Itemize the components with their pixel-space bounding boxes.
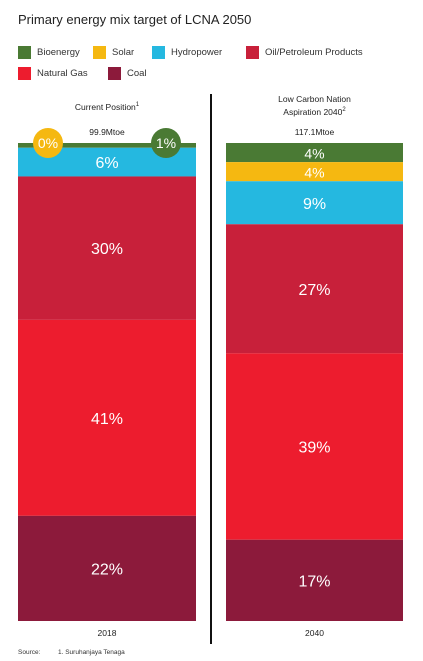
legend-item-oil-petroleum: Oil/Petroleum Products bbox=[246, 46, 363, 59]
source-label: Source: bbox=[18, 649, 41, 656]
bar-segment-bioenergy bbox=[226, 143, 403, 163]
source-note: Source: 1. Suruhanjaya Tenaga bbox=[18, 649, 125, 656]
data-label: 4% bbox=[304, 165, 324, 181]
footnote-marker: 2 bbox=[342, 107, 346, 113]
legend-item-solar: Solar bbox=[93, 46, 134, 59]
legend-item-hydropower: Hydropower bbox=[152, 46, 222, 59]
legend-item-natural-gas: Natural Gas bbox=[18, 67, 88, 80]
x-tick-label: 2018 bbox=[97, 628, 117, 638]
column-header-text: Aspiration 2040 bbox=[283, 106, 343, 117]
bar-total-label: 99.9Mtoe bbox=[89, 127, 125, 137]
legend-label: Hydropower bbox=[171, 47, 223, 58]
bar-segment-oil-petroleum-products bbox=[226, 224, 403, 354]
data-label: 6% bbox=[95, 155, 118, 172]
source-item: 1. Suruhanjaya Tenaga bbox=[58, 649, 125, 656]
bar-segment-bioenergy bbox=[18, 143, 196, 148]
bar-segment-natural-gas bbox=[226, 353, 403, 540]
data-label: 27% bbox=[298, 282, 330, 299]
data-label-bubble bbox=[33, 128, 63, 158]
column-header-text: Low Carbon Nation bbox=[278, 94, 351, 104]
legend-label: Natural Gas bbox=[37, 68, 88, 79]
data-label: 17% bbox=[298, 573, 330, 590]
legend-swatch bbox=[246, 46, 259, 59]
data-label: 4% bbox=[304, 146, 324, 162]
column-header-current: Current Position1 bbox=[18, 100, 196, 113]
bar-segment-hydropower bbox=[226, 181, 403, 225]
data-label: 9% bbox=[303, 196, 326, 213]
bar-segment-oil-petroleum-products bbox=[18, 176, 196, 320]
bar-total-label: 117.1Mtoe bbox=[295, 127, 335, 137]
legend-item-bioenergy: Bioenergy bbox=[18, 46, 80, 59]
column-header-text: Current Position bbox=[74, 101, 136, 112]
bar-segment-solar bbox=[226, 162, 403, 182]
legend-label: Solar bbox=[112, 47, 135, 58]
footnote-marker: 1 bbox=[135, 102, 140, 108]
legend-swatch bbox=[108, 67, 121, 80]
bar-segment-coal bbox=[18, 515, 196, 621]
legend-swatch bbox=[152, 46, 165, 59]
data-label: 41% bbox=[91, 411, 123, 428]
data-label: 39% bbox=[298, 440, 330, 457]
legend-swatch bbox=[18, 46, 31, 59]
chart-title: Primary energy mix target of LCNA 2050 bbox=[18, 12, 252, 27]
data-label: 0% bbox=[38, 135, 58, 151]
column-header-aspiration: Low Carbon Nation Aspiration 20402 bbox=[226, 94, 403, 118]
x-tick-label: 2040 bbox=[305, 628, 324, 638]
bar-segment-coal bbox=[226, 539, 403, 621]
legend-label: Oil/Petroleum Products bbox=[265, 47, 363, 58]
data-label-bubble bbox=[151, 128, 181, 158]
bar-segment-natural-gas bbox=[18, 319, 196, 516]
legend-label: Bioenergy bbox=[37, 47, 80, 58]
legend-swatch bbox=[18, 67, 31, 80]
column-divider bbox=[210, 94, 212, 644]
data-label: 22% bbox=[91, 561, 123, 578]
legend-label: Coal bbox=[127, 68, 147, 79]
legend-item-coal: Coal bbox=[108, 67, 147, 80]
data-label: 1% bbox=[156, 135, 176, 151]
legend-swatch bbox=[93, 46, 106, 59]
data-label: 30% bbox=[91, 241, 123, 258]
